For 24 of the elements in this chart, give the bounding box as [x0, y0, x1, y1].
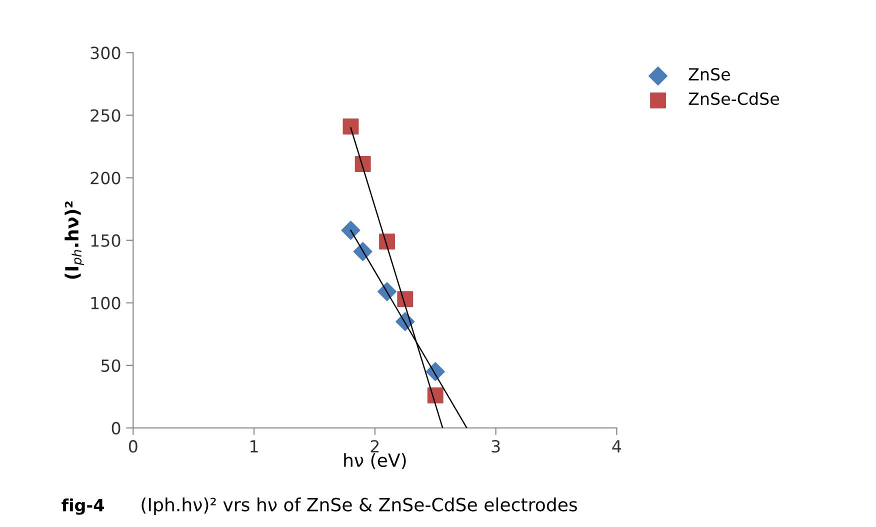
x-tick-label: 4: [612, 440, 622, 452]
y-axis-title: (I$_{ph}$.hν)²: [64, 201, 84, 279]
point: [427, 387, 444, 404]
y-tick-label: 0: [112, 422, 120, 434]
point: [397, 291, 414, 308]
point: [354, 156, 371, 172]
x-axis-title: hν (eV): [344, 453, 406, 470]
y-tick-label: 50: [101, 359, 120, 372]
y-tick-label: 250: [90, 109, 120, 122]
y-tick-label: 100: [91, 296, 120, 310]
point: [379, 234, 395, 250]
x-tick-label: 2: [370, 440, 379, 452]
legend-label: ZnSe-CdSe: [688, 92, 780, 106]
x-tick-label: 1: [250, 440, 258, 452]
y-tick-label: 150: [91, 234, 120, 247]
text: (Iph.hν)² vrs hν of ZnSe & ZnSe-CdSe electrodes: [142, 497, 577, 515]
legend-label: ZnSe: [688, 68, 730, 81]
point: [342, 118, 359, 134]
x-tick-label: 3: [492, 440, 500, 453]
y-tick-label: 300: [90, 46, 120, 60]
y-tick-label: 200: [90, 172, 120, 184]
text: fig-4: [62, 498, 104, 515]
x-tick-label: 0: [128, 440, 138, 453]
point: [341, 220, 360, 240]
